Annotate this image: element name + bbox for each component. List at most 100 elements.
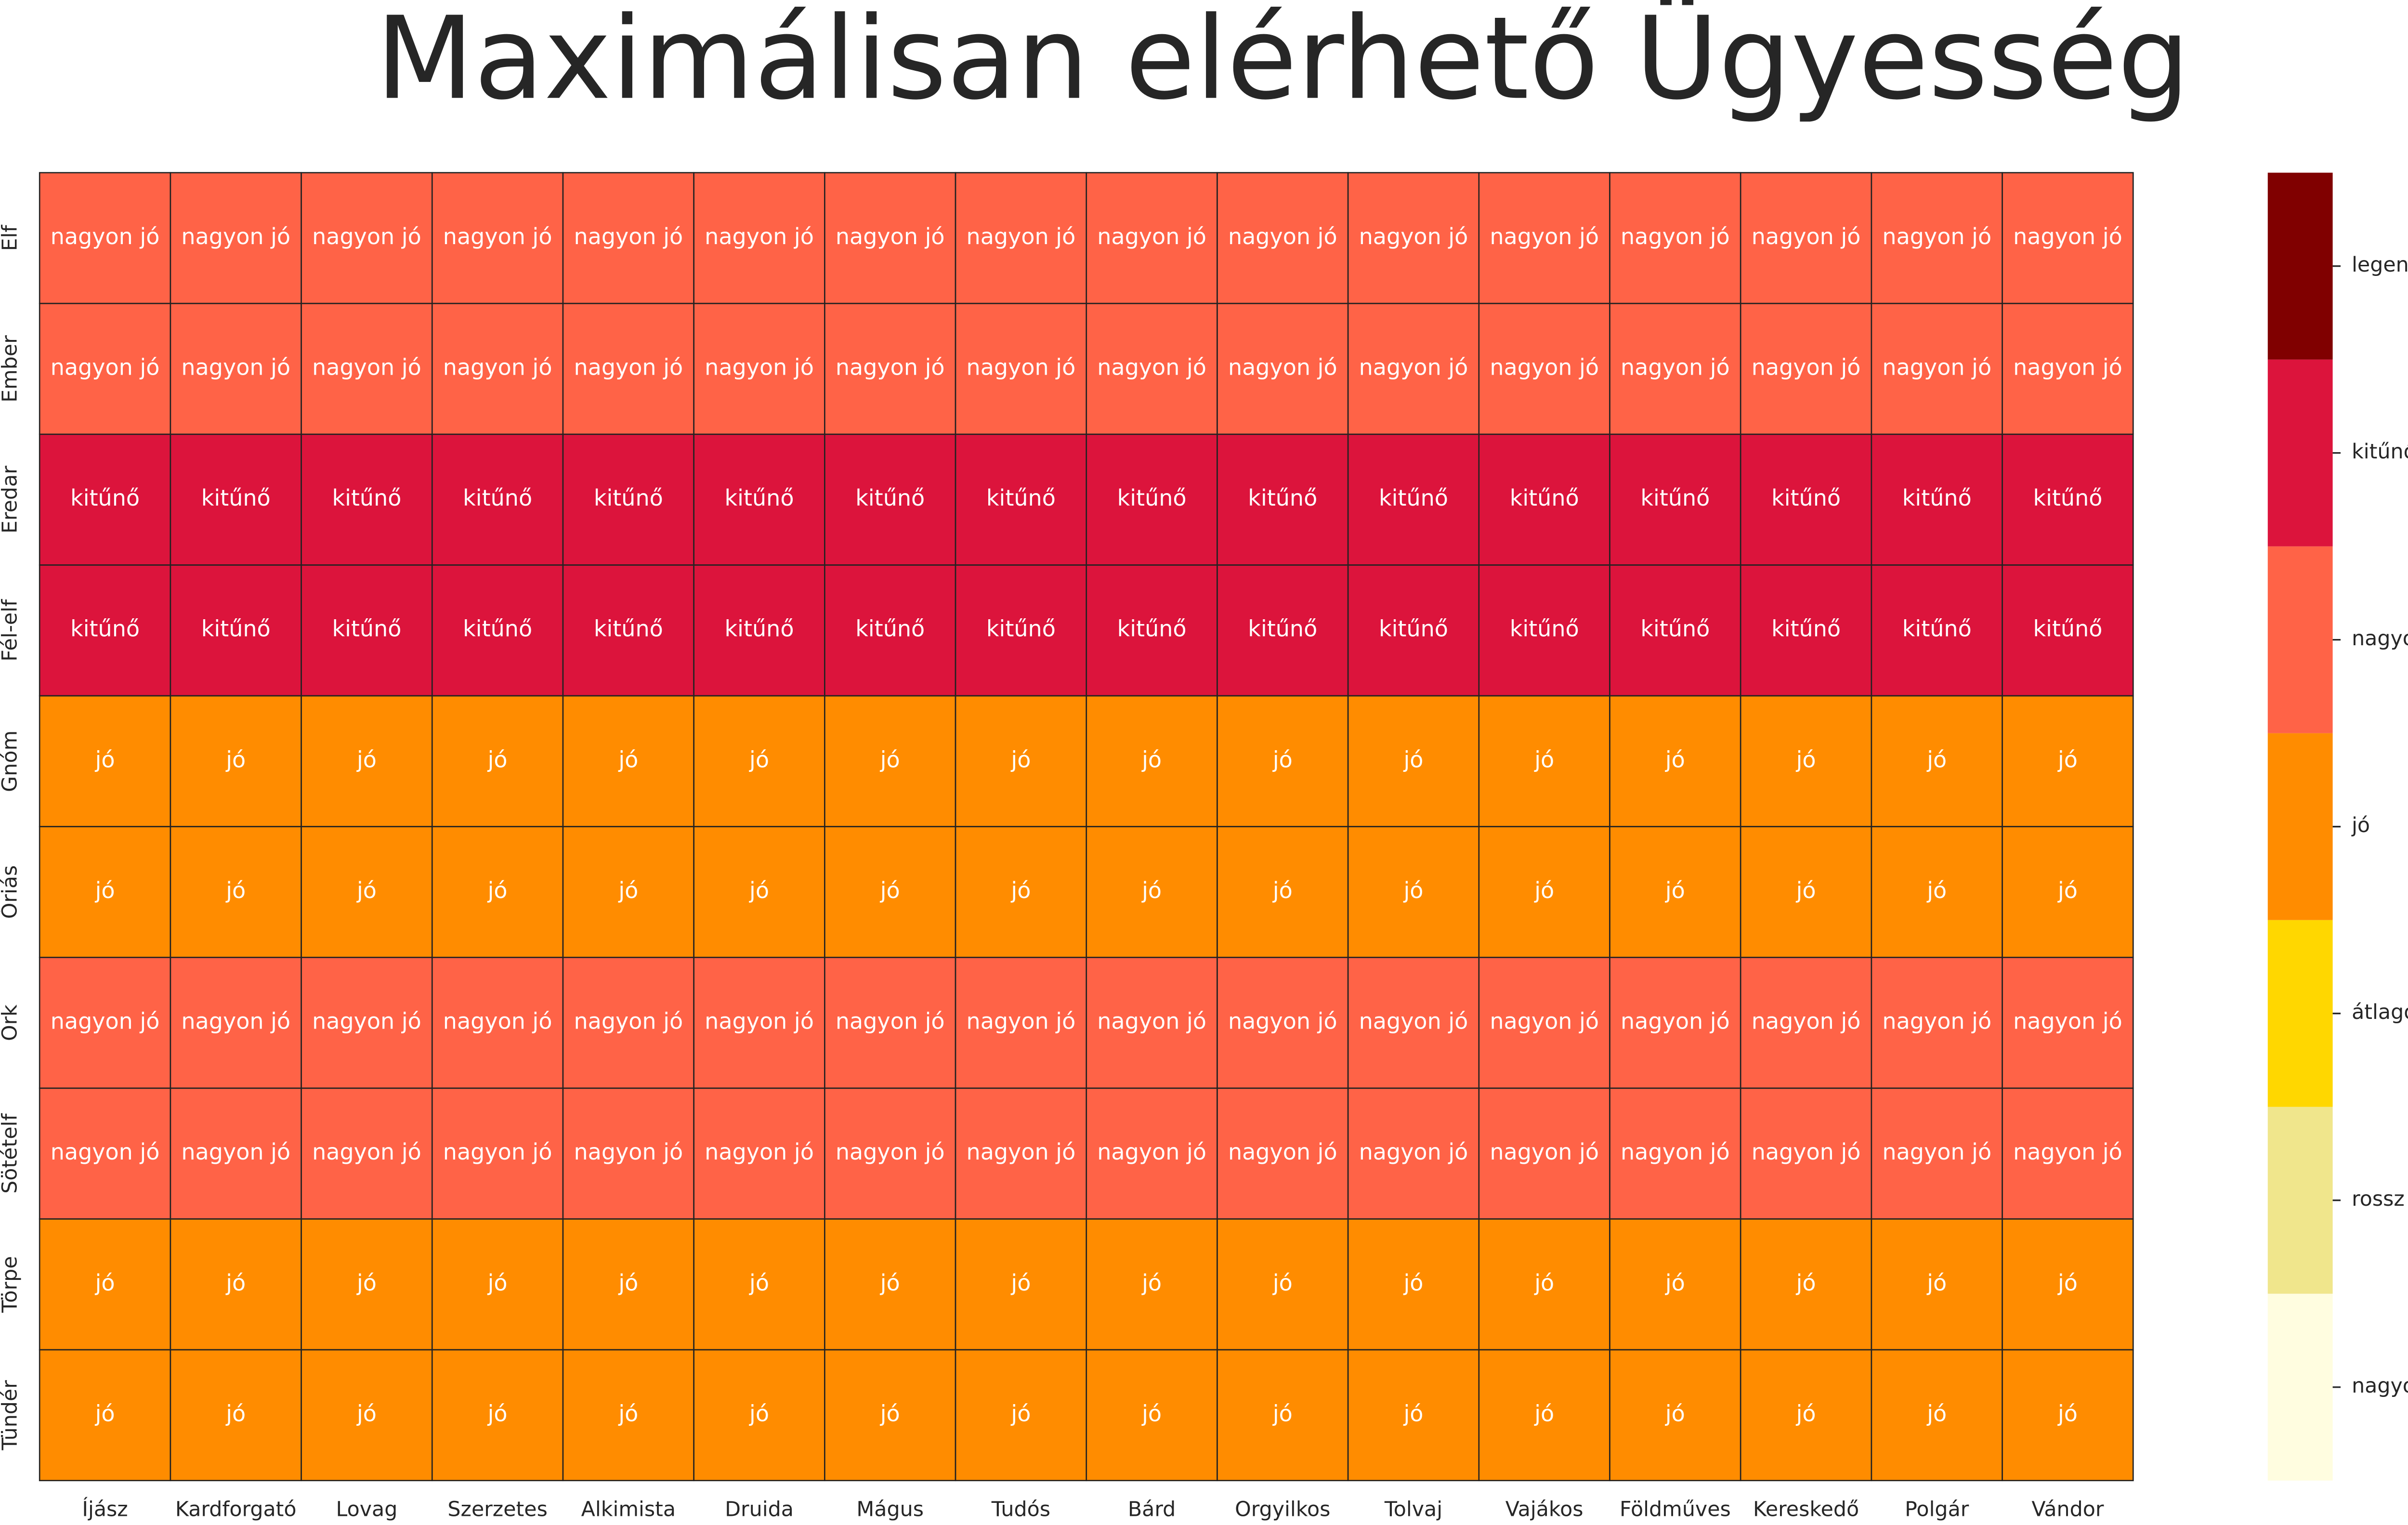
cell-label: jó (95, 877, 115, 903)
heatmap-cell (1609, 433, 1741, 566)
heatmap-cell (301, 1349, 433, 1482)
heatmap-cell (301, 826, 433, 958)
cell-label: nagyon jó (51, 1008, 160, 1034)
colorbar-label: kitűnő (2352, 440, 2408, 464)
heatmap-cell (1086, 826, 1218, 958)
heatmap-cell (2002, 172, 2134, 304)
heatmap-cell (1740, 433, 1872, 566)
cell-label: jó (1272, 877, 1293, 903)
cell-label: nagyon jó (1752, 354, 1861, 380)
cell-label: jó (487, 1270, 508, 1296)
cell-label: nagyon jó (705, 1008, 814, 1034)
cell-label: nagyon jó (1097, 354, 1206, 380)
cell-label: jó (487, 877, 508, 903)
cell-label: jó (95, 746, 115, 772)
cell-label: kitűnő (594, 485, 663, 511)
cell-label: nagyon jó (836, 1008, 945, 1034)
cell-label: jó (749, 746, 769, 772)
heatmap-cell (1478, 956, 1610, 1089)
cell-label: nagyon jó (1490, 354, 1599, 380)
colorbar-segment (2267, 1107, 2333, 1294)
cell-label: nagyon jó (1490, 1008, 1599, 1034)
cell-label: nagyon jó (1097, 1139, 1206, 1165)
heatmap-cell (824, 1087, 956, 1220)
cell-label: nagyon jó (312, 223, 421, 249)
heatmap-cell (955, 172, 1087, 304)
heatmap-cell (562, 826, 694, 958)
cell-label: jó (1010, 1400, 1031, 1426)
x-tick-label: Mágus (856, 1498, 924, 1522)
cell-label: jó (1534, 746, 1554, 772)
cell-label: nagyon jó (1752, 223, 1861, 249)
heatmap-cell (955, 826, 1087, 958)
cell-label: nagyon jó (1228, 223, 1337, 249)
cell-label: nagyon jó (443, 1008, 552, 1034)
heatmap-cell (955, 956, 1087, 1089)
heatmap-cell (1871, 1349, 2003, 1482)
heatmap-cell (2002, 1349, 2134, 1482)
cell-label: nagyon jó (1359, 1008, 1468, 1034)
colorbar-label: átlagos (2352, 1000, 2408, 1024)
heatmap-cell (2002, 695, 2134, 827)
cell-label: nagyon jó (181, 1139, 290, 1165)
heatmap-cell (1871, 302, 2003, 435)
cell-label: jó (225, 877, 246, 903)
y-tick-label: Gnóm (0, 730, 22, 792)
cell-label: jó (1796, 877, 1816, 903)
cell-label: kitűnő (1510, 616, 1579, 642)
cell-label: jó (487, 1400, 508, 1426)
colorbar-segment (2267, 920, 2333, 1107)
cell-label: nagyon jó (2013, 1008, 2122, 1034)
heatmap-cell (955, 1349, 1087, 1482)
cell-label: jó (1796, 1270, 1816, 1296)
cell-label: nagyon jó (1882, 1008, 1991, 1034)
cell-label: jó (618, 877, 638, 903)
cell-label: jó (1403, 746, 1424, 772)
heatmap-cell (955, 564, 1087, 697)
colorbar-segment (2267, 172, 2333, 360)
heatmap-cell (1347, 1218, 1480, 1351)
heatmap-cell (1740, 1349, 1872, 1482)
heatmap-cell (824, 826, 956, 958)
chart-title: Maximálisan elérhető Ügyesség (376, 0, 2190, 125)
cell-label: kitűnő (1510, 485, 1579, 511)
heatmap-cell (1871, 172, 2003, 304)
heatmap-cell (1609, 172, 1741, 304)
cell-label: kitűnő (855, 485, 925, 511)
x-tick-label: Orgyilkos (1235, 1498, 1330, 1522)
cell-label: nagyon jó (2013, 1139, 2122, 1165)
heatmap-cell (170, 1218, 302, 1351)
heatmap-cell (301, 1087, 433, 1220)
cell-label: jó (1403, 877, 1424, 903)
cell-label: nagyon jó (181, 223, 290, 249)
cell-label: jó (95, 1400, 115, 1426)
cell-label: jó (1665, 877, 1685, 903)
cell-label: kitűnő (463, 485, 532, 511)
cell-label: nagyon jó (574, 223, 683, 249)
cell-label: jó (880, 1400, 900, 1426)
heatmap-cell (2002, 826, 2134, 958)
cell-label: nagyon jó (312, 1139, 421, 1165)
cell-label: jó (1926, 1400, 1947, 1426)
heatmap-cell (1740, 1218, 1872, 1351)
cell-label: jó (1010, 1270, 1031, 1296)
cell-label: nagyon jó (443, 354, 552, 380)
cell-label: jó (1926, 877, 1947, 903)
cell-label: nagyon jó (1097, 1008, 1206, 1034)
cell-label: jó (1272, 1400, 1293, 1426)
cell-label: jó (225, 1270, 246, 1296)
heatmap-cell (1478, 172, 1610, 304)
heatmap-cell (955, 695, 1087, 827)
cell-label: nagyon jó (312, 354, 421, 380)
cell-label: nagyon jó (574, 1139, 683, 1165)
heatmap-cell (1740, 564, 1872, 697)
heatmap-cell (955, 433, 1087, 566)
x-tick-label: Alkimista (581, 1498, 676, 1522)
cell-label: kitűnő (1248, 485, 1317, 511)
cell-label: jó (749, 877, 769, 903)
heatmap-cell (1347, 302, 1480, 435)
heatmap-cell (2002, 1218, 2134, 1351)
x-tick-label: Vajákos (1505, 1498, 1584, 1522)
cell-label: jó (1926, 1270, 1947, 1296)
cell-label: jó (1272, 746, 1293, 772)
